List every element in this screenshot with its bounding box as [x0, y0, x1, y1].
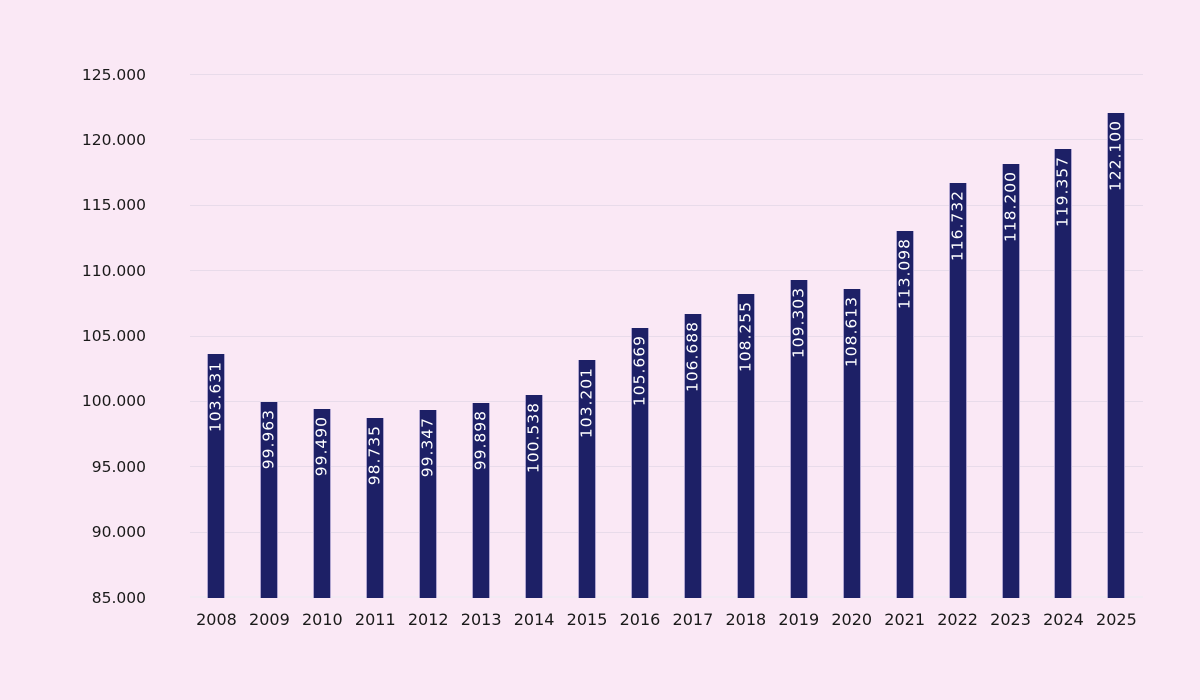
bar-slot: 99.347 2012 [402, 75, 455, 629]
gridline [190, 400, 1143, 402]
bar-slot: 113.098 2021 [878, 75, 931, 629]
y-tick-label: 120.000 [81, 130, 146, 149]
bar-2010: 99.490 [312, 408, 332, 598]
bar-value-label: 116.732 [947, 190, 966, 262]
y-tick-label: 85.000 [91, 588, 146, 607]
bar-slot: 105.669 2016 [614, 75, 667, 629]
bar-value-label: 119.357 [1053, 155, 1072, 227]
bar-2019: 109.303 [789, 280, 808, 598]
bar-slot: 100.538 2014 [508, 75, 561, 629]
bar-slot: 103.201 2015 [561, 75, 614, 629]
gridline [190, 139, 1143, 141]
bar-value-label: 105.669 [630, 334, 649, 406]
x-tick-label: 2023 [990, 610, 1031, 629]
y-tick-label: 125.000 [81, 65, 146, 84]
x-tick-label: 2012 [407, 610, 449, 629]
bar-value-label: 103.631 [206, 361, 225, 433]
bar-slot: 118.200 2023 [984, 75, 1037, 629]
bar-2012: 99.347 [418, 410, 438, 598]
bar-slot: 98.735 2011 [349, 75, 402, 629]
x-tick-label: 2008 [196, 610, 237, 629]
gridline [190, 204, 1143, 206]
bar-2011: 98.735 [365, 418, 385, 598]
y-tick-label: 90.000 [91, 522, 146, 541]
bar-2023: 118.200 [1000, 163, 1020, 598]
bar-value-label: 99.490 [312, 415, 331, 476]
gridline [190, 531, 1143, 533]
y-tick-label: 115.000 [81, 196, 146, 214]
x-tick-label: 2017 [672, 610, 714, 629]
bar-value-label: 108.255 [736, 300, 755, 373]
bar-value-label: 113.098 [894, 237, 913, 309]
bar-value-label: 106.688 [683, 321, 702, 393]
bar-2015: 103.201 [577, 360, 597, 598]
bar-value-label: 103.201 [577, 367, 596, 439]
y-tick-label: 110.000 [81, 261, 146, 280]
bar-2022: 116.732 [947, 183, 967, 598]
bar-2016: 105.669 [630, 327, 649, 598]
x-tick-label: 2022 [937, 610, 978, 629]
bar-value-label: 118.200 [1000, 170, 1019, 243]
bar-slot: 116.732 2022 [931, 75, 984, 629]
gridline [190, 466, 1143, 468]
x-tick-label: 2015 [566, 610, 608, 629]
bar-2025: 122.100 [1106, 112, 1126, 598]
gridline [190, 270, 1143, 272]
gridline [190, 335, 1143, 337]
bar-slot: 103.631 2008 [190, 75, 243, 629]
bar-slot: 99.490 2010 [296, 75, 349, 629]
bar-value-label: 100.538 [524, 401, 543, 473]
x-axis-baseline [190, 596, 1143, 598]
bar-slot: 108.613 2020 [825, 75, 878, 629]
x-tick-label: 2025 [1096, 610, 1137, 629]
bar-2018: 108.255 [736, 293, 755, 598]
bar-value-label: 99.898 [471, 410, 490, 471]
bar-2020: 108.613 [841, 289, 861, 598]
bar-2021: 113.098 [894, 230, 914, 598]
bar-2008: 103.631 [206, 354, 226, 598]
bar-2017: 106.688 [683, 314, 702, 598]
bar-value-label: 98.735 [365, 425, 384, 486]
x-tick-label: 2013 [460, 610, 502, 629]
x-tick-label: 2024 [1043, 610, 1084, 629]
y-tick-label: 105.000 [81, 326, 146, 345]
bars-container: 103.631 2008 99.963 2009 99.490 2010 98.735 201… [190, 75, 1143, 629]
x-tick-label: 2010 [301, 610, 343, 629]
x-tick-label: 2011 [354, 610, 396, 629]
y-axis: 85.000 90.000 95.000 100.000 105.000 110.000 1… [0, 67, 146, 605]
bar-slot: 109.303 2019 [772, 75, 825, 629]
x-tick-label: 2009 [249, 610, 290, 629]
bar-2009: 99.963 [259, 402, 279, 598]
bar-2024: 119.357 [1053, 148, 1073, 598]
bar-slot: 119.357 2024 [1037, 75, 1090, 629]
bar-slot: 106.688 2017 [666, 75, 719, 629]
bar-value-label: 108.613 [841, 296, 860, 368]
x-tick-label: 2018 [725, 610, 767, 629]
bar-value-label: 109.303 [789, 287, 808, 359]
bar-slot: 99.898 2013 [455, 75, 508, 629]
x-tick-label: 2016 [619, 610, 661, 629]
plot-area: 103.631 2008 99.963 2009 99.490 2010 98.735 201… [190, 74, 1143, 629]
bar-value-label: 122.100 [1106, 119, 1125, 192]
y-tick-label: 95.000 [91, 457, 146, 476]
bar-slot: 108.255 2018 [719, 75, 772, 629]
bar-slot: 99.963 2009 [243, 75, 296, 629]
x-tick-label: 2020 [831, 610, 873, 629]
y-tick-label: 100.000 [81, 392, 146, 411]
x-tick-label: 2021 [884, 610, 926, 629]
gridline [190, 74, 1143, 75]
x-tick-label: 2019 [778, 610, 820, 629]
bar-slot: 122.100 2025 [1090, 75, 1143, 629]
bar-2013: 99.898 [471, 403, 491, 598]
bar-2014: 100.538 [524, 394, 544, 598]
x-tick-label: 2014 [513, 610, 555, 629]
bar-value-label: 99.963 [259, 409, 278, 470]
bar-value-label: 99.347 [418, 417, 437, 478]
